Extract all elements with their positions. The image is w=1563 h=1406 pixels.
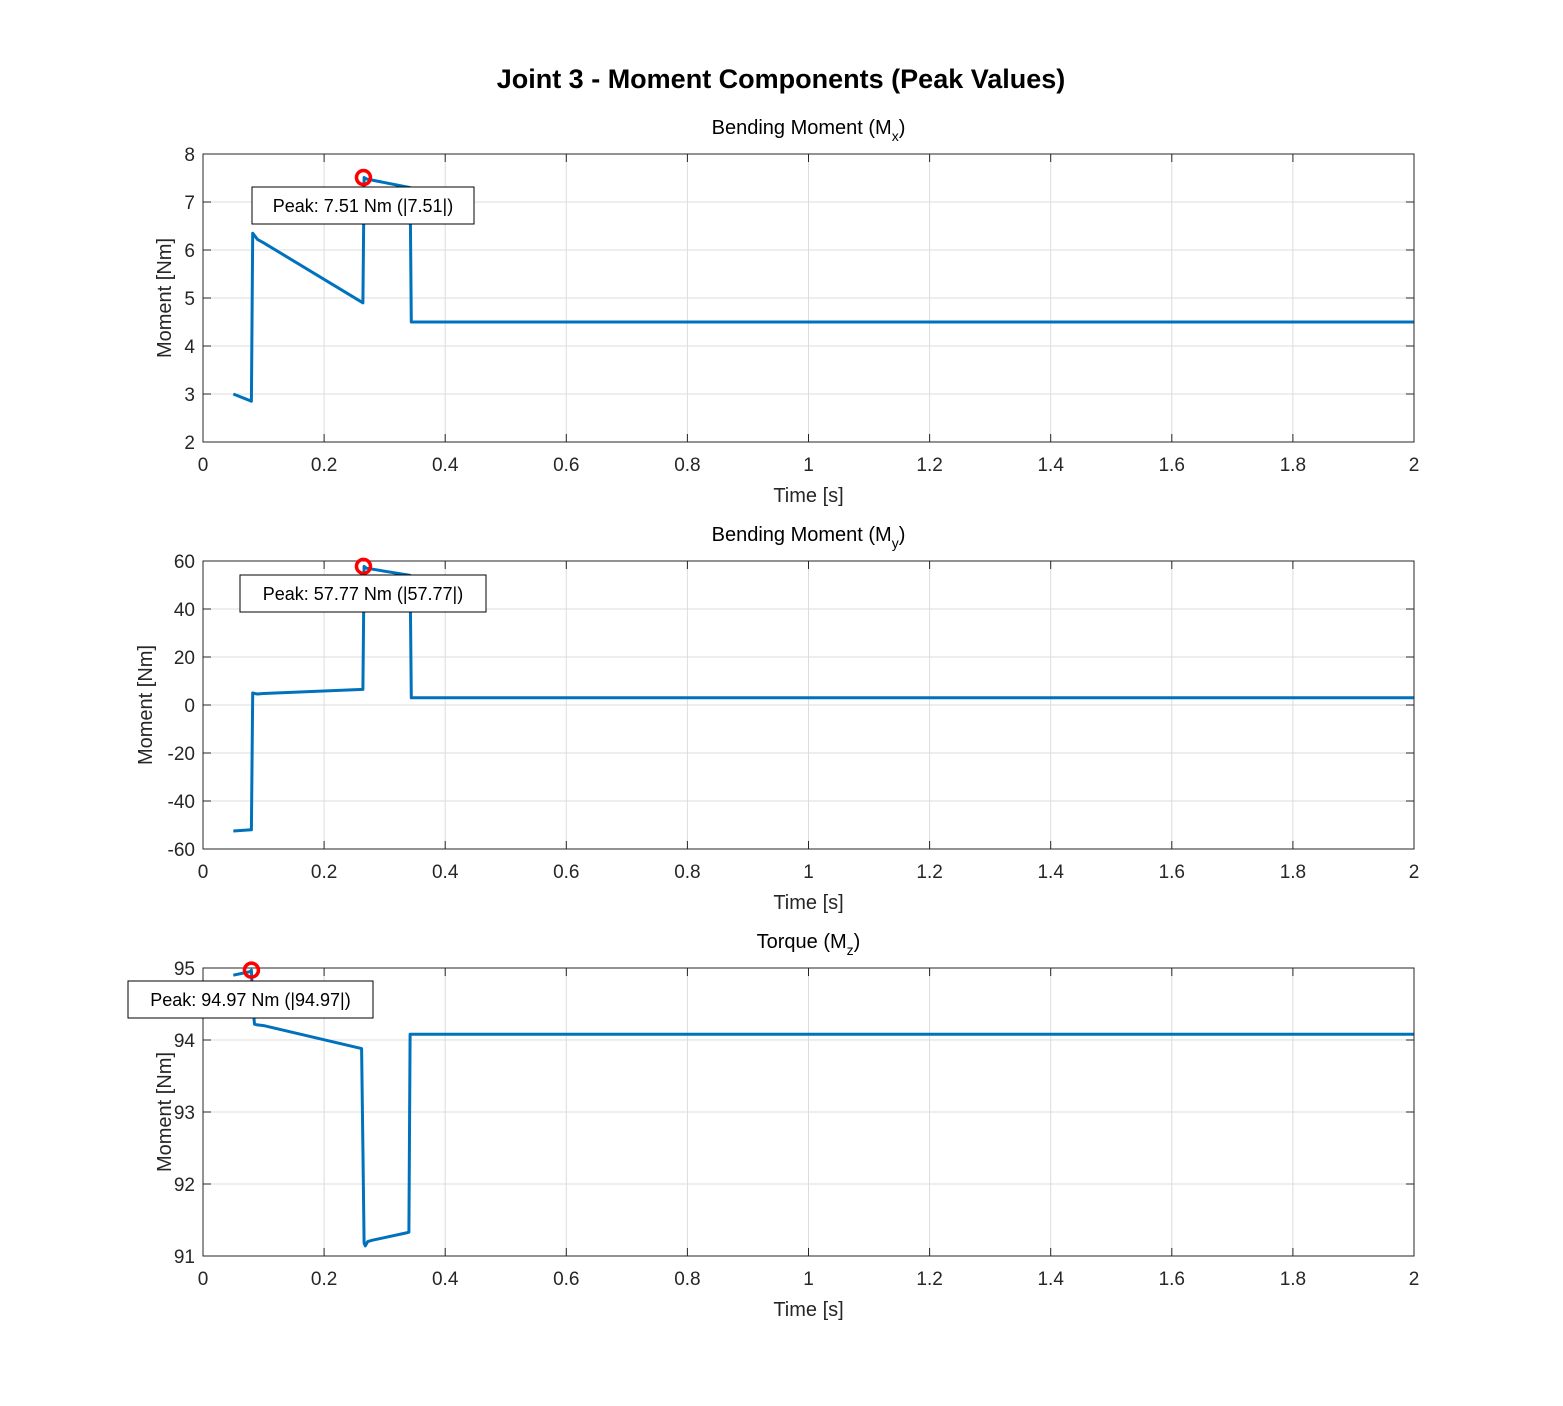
- subplot-2: 0 0.2 0.4 0.6 0.8 1 1.2 1.4 1.6 1.8 2 -60 -40 -20 0 20 4…: [135, 524, 1419, 914]
- y-tick-label: 3: [184, 385, 195, 406]
- subplot-title: Torque (Mz): [757, 931, 861, 958]
- x-tick-label: 1: [803, 862, 814, 883]
- x-tick-label: 1.2: [916, 862, 942, 883]
- peak-annotation-text: Peak: 94.97 Nm (|94.97|): [150, 990, 350, 1010]
- x-tick-label: 1.2: [916, 1269, 942, 1290]
- x-tick-label: 1.4: [1037, 1269, 1064, 1290]
- x-tick-label: 1.6: [1159, 862, 1185, 883]
- peak-annotation-text: Peak: 7.51 Nm (|7.51|): [273, 196, 453, 216]
- y-tick-label: 7: [184, 193, 195, 214]
- subplot-1: 0 0.2 0.4 0.6 0.8 1 1.2 1.4 1.6 1.8 2 2 3 4 5 6 7 8 Time […: [154, 117, 1419, 507]
- y-tick-label: 40: [174, 600, 195, 621]
- x-tick-label: 0.4: [432, 1269, 459, 1290]
- subplot-title: Bending Moment (Mx): [712, 117, 906, 144]
- x-tick-label: 0.6: [553, 1269, 579, 1290]
- y-axis-label: Moment [Nm]: [154, 238, 176, 358]
- x-tick-label: 0.2: [311, 1269, 337, 1290]
- x-tick-label: 0.8: [674, 455, 700, 476]
- x-axis-label: Time [s]: [773, 1299, 843, 1321]
- y-tick-label: 60: [174, 552, 195, 573]
- x-tick-label: 0.8: [674, 862, 700, 883]
- x-tick-label: 1: [803, 1269, 814, 1290]
- x-tick-label: 2: [1409, 1269, 1420, 1290]
- figure-title: Joint 3 - Moment Components (Peak Values…: [497, 64, 1066, 94]
- x-tick-label: 1.6: [1159, 1269, 1185, 1290]
- x-tick-label: 2: [1409, 455, 1420, 476]
- x-tick-label: 0.4: [432, 862, 459, 883]
- x-tick-label: 0: [198, 455, 209, 476]
- y-tick-label: -60: [168, 840, 195, 861]
- y-tick-label: 6: [184, 241, 195, 262]
- x-tick-label: 0.2: [311, 455, 337, 476]
- x-tick-label: 1.4: [1037, 455, 1064, 476]
- y-tick-label: 92: [174, 1175, 195, 1196]
- peak-annotation-text: Peak: 57.77 Nm (|57.77|): [263, 584, 463, 604]
- y-tick-label: 5: [184, 289, 195, 310]
- x-tick-label: 1.8: [1280, 1269, 1306, 1290]
- x-tick-label: 0.8: [674, 1269, 700, 1290]
- x-tick-label: 0: [198, 862, 209, 883]
- y-tick-label: 91: [174, 1247, 195, 1268]
- x-axis-label: Time [s]: [773, 892, 843, 914]
- y-tick-label: 93: [174, 1103, 195, 1124]
- peak-annotation-box: [251, 186, 475, 225]
- x-tick-label: 0.6: [553, 862, 579, 883]
- x-tick-label: 0: [198, 1269, 209, 1290]
- y-tick-label: 94: [174, 1031, 196, 1052]
- x-tick-label: 0.6: [553, 455, 579, 476]
- y-tick-label: 0: [184, 696, 195, 717]
- x-tick-label: 1.6: [1159, 455, 1185, 476]
- peak-marker: [354, 557, 373, 576]
- x-tick-label: 1: [803, 455, 814, 476]
- y-tick-label: 20: [174, 648, 195, 669]
- x-tick-label: 1.2: [916, 455, 942, 476]
- y-tick-label: 2: [184, 433, 195, 454]
- y-axis-label: Moment [Nm]: [135, 645, 157, 765]
- y-axis-label: Moment [Nm]: [154, 1052, 176, 1172]
- subplots: 0 0.2 0.4 0.6 0.8 1 1.2 1.4 1.6 1.8 2 2 3 4 5 6 7 8 Time […: [127, 117, 1420, 1321]
- x-axis-label: Time [s]: [773, 485, 843, 507]
- subplot-title: Bending Moment (My): [712, 524, 906, 551]
- x-tick-label: 0.4: [432, 455, 459, 476]
- x-tick-label: 2: [1409, 862, 1420, 883]
- peak-marker: [354, 168, 373, 187]
- x-tick-label: 1.8: [1280, 455, 1306, 476]
- peak-marker: [242, 961, 261, 979]
- y-tick-label: 8: [184, 145, 195, 166]
- x-tick-label: 0.2: [311, 862, 337, 883]
- x-tick-label: 1.4: [1037, 862, 1064, 883]
- x-tick-label: 1.8: [1280, 862, 1306, 883]
- y-tick-label: -20: [168, 744, 195, 765]
- subplot-3: 0 0.2 0.4 0.6 0.8 1 1.2 1.4 1.6 1.8 2 91 92 93 94 95 Tim…: [127, 931, 1420, 1321]
- peak-annotation-box: [239, 574, 487, 613]
- y-tick-label: 4: [184, 337, 195, 358]
- y-tick-label: -40: [168, 792, 195, 813]
- y-tick-label: 95: [174, 959, 195, 980]
- peak-annotation-box: [127, 980, 374, 1019]
